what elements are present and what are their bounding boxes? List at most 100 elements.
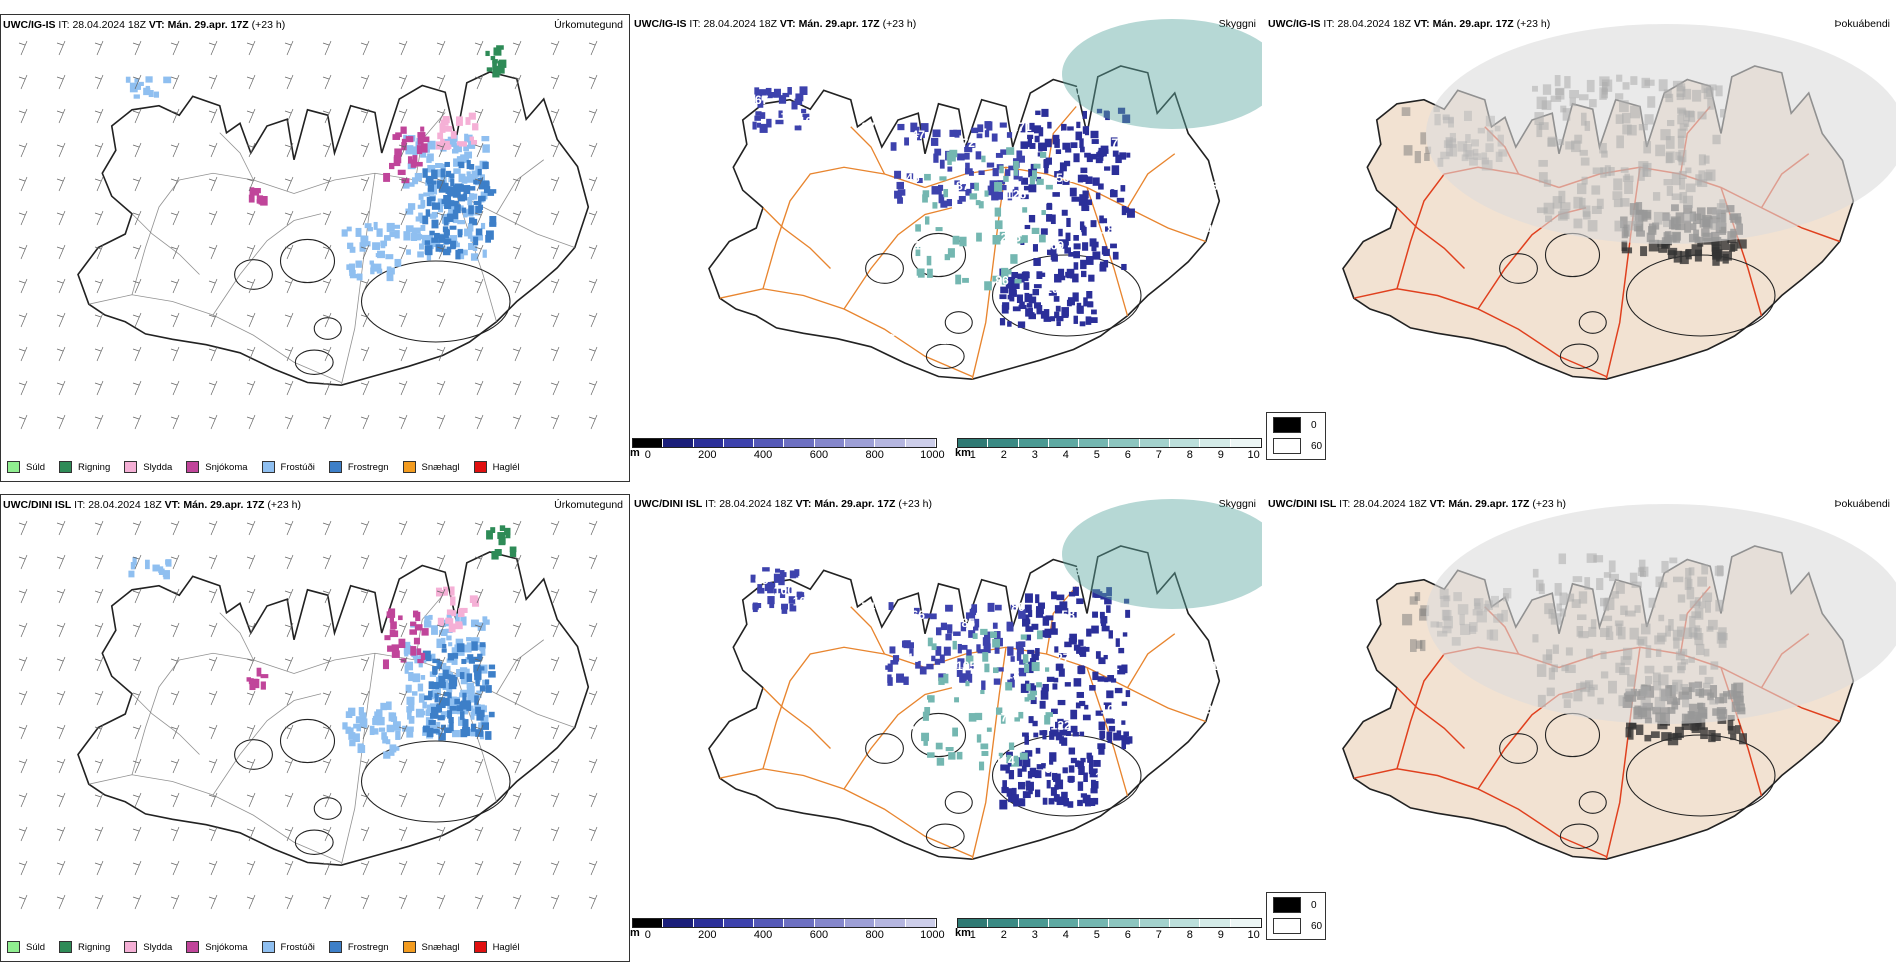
model-name: UWC/IG-IS	[1268, 18, 1321, 30]
precip-cell	[437, 715, 445, 721]
precip-cell	[451, 610, 456, 617]
precip-cell	[1056, 594, 1065, 601]
precip-cell	[442, 248, 451, 256]
wind-barb	[360, 758, 370, 774]
wind-barb	[322, 414, 332, 430]
precip-cell	[459, 667, 468, 673]
precip-cell	[449, 235, 458, 243]
precip-cell	[462, 692, 467, 702]
wind-barb	[398, 520, 408, 536]
precip-cell	[1014, 279, 1022, 284]
cloud-base-label: 87	[956, 179, 970, 193]
glacier-outline	[1578, 791, 1607, 814]
precip-type-legend: Súld Rigning Slydda Snjókoma Frostúði Frostre…	[7, 461, 520, 473]
precip-cell	[1027, 134, 1034, 140]
precip-cell	[915, 224, 921, 232]
precip-cell	[457, 250, 465, 260]
wind-barb	[56, 312, 66, 328]
cloud-base-label: 93	[1106, 179, 1120, 193]
precip-cell	[443, 216, 449, 226]
precip-cell	[406, 696, 415, 705]
precip-cell	[782, 92, 790, 98]
precip-cell	[464, 151, 473, 159]
precip-cell	[1734, 725, 1741, 734]
precip-cell	[1022, 791, 1031, 799]
precip-cell	[1010, 254, 1018, 264]
init-time: 28.04.2024 18Z	[1337, 18, 1411, 30]
precip-cell	[452, 209, 459, 220]
precip-cell	[1093, 759, 1101, 767]
precip-cell	[1067, 126, 1074, 131]
precip-cell	[958, 184, 967, 192]
precip-cell	[965, 188, 972, 196]
precip-cell	[799, 86, 808, 95]
wind-barb	[550, 244, 560, 260]
precip-cell	[976, 232, 982, 242]
colorbar-tick: 8	[1186, 929, 1193, 941]
precip-cell	[1080, 793, 1087, 798]
precip-cell	[926, 255, 932, 266]
precip-cell	[445, 170, 452, 178]
wind-barb	[208, 142, 218, 158]
precip-cell	[1033, 258, 1041, 266]
precip-cell	[425, 209, 431, 217]
precip-cell	[1077, 799, 1083, 807]
precip-cell	[998, 752, 1003, 758]
precip-cell	[1119, 152, 1127, 160]
wind-barb	[208, 758, 218, 774]
precip-cell	[896, 181, 905, 190]
precip-cell	[450, 240, 457, 249]
precip-cell	[444, 199, 452, 209]
precip-cell	[1685, 249, 1692, 258]
precip-cell	[1079, 648, 1087, 657]
wind-barb	[322, 520, 332, 536]
precip-cell	[1008, 281, 1015, 287]
precip-cell	[1028, 785, 1033, 795]
cloud-base-label: 105	[956, 659, 977, 673]
precip-cell	[1017, 236, 1023, 244]
precip-cell	[434, 713, 439, 719]
precip-cell	[499, 525, 506, 532]
wind-barb	[208, 74, 218, 90]
precip-cell	[1121, 263, 1127, 271]
wind-barb	[588, 860, 598, 876]
wind-barb	[18, 108, 28, 124]
precip-cell	[438, 697, 446, 706]
cloud-base-label: 115	[945, 770, 965, 784]
fog-legend-label: 0	[1311, 899, 1317, 911]
precip-cell	[978, 170, 985, 176]
wind-barb	[18, 380, 28, 396]
wind-barb	[588, 40, 598, 56]
precip-cell	[794, 124, 802, 131]
precip-cell	[789, 570, 797, 579]
precip-cell	[128, 570, 135, 578]
precip-cell	[961, 644, 968, 650]
precip-cell	[130, 562, 136, 570]
precip-cell	[1103, 110, 1109, 118]
precip-cell	[372, 715, 381, 726]
precip-cell	[1110, 243, 1117, 249]
precip-cell	[480, 648, 486, 656]
precip-cell	[984, 281, 992, 291]
precip-cell	[406, 706, 413, 713]
wind-barb	[550, 108, 560, 124]
precip-cell	[470, 711, 475, 720]
wind-barb	[588, 826, 598, 842]
precip-cell	[424, 651, 430, 658]
precip-cell	[952, 727, 958, 737]
precip-cell	[428, 614, 433, 620]
precip-cell	[1080, 757, 1086, 763]
precip-cell	[455, 249, 461, 260]
precip-cell	[1083, 772, 1088, 783]
wind-barb	[512, 588, 522, 604]
wind-barb	[360, 724, 370, 740]
wind-barb	[246, 74, 256, 90]
precip-cell	[392, 134, 401, 140]
precip-cell	[452, 218, 459, 224]
precip-cell	[968, 614, 976, 621]
wind-barb	[512, 860, 522, 876]
precip-cell	[1091, 309, 1097, 315]
wind-barb	[18, 588, 28, 604]
precip-cell	[1054, 605, 1063, 614]
precip-cell	[378, 727, 386, 732]
